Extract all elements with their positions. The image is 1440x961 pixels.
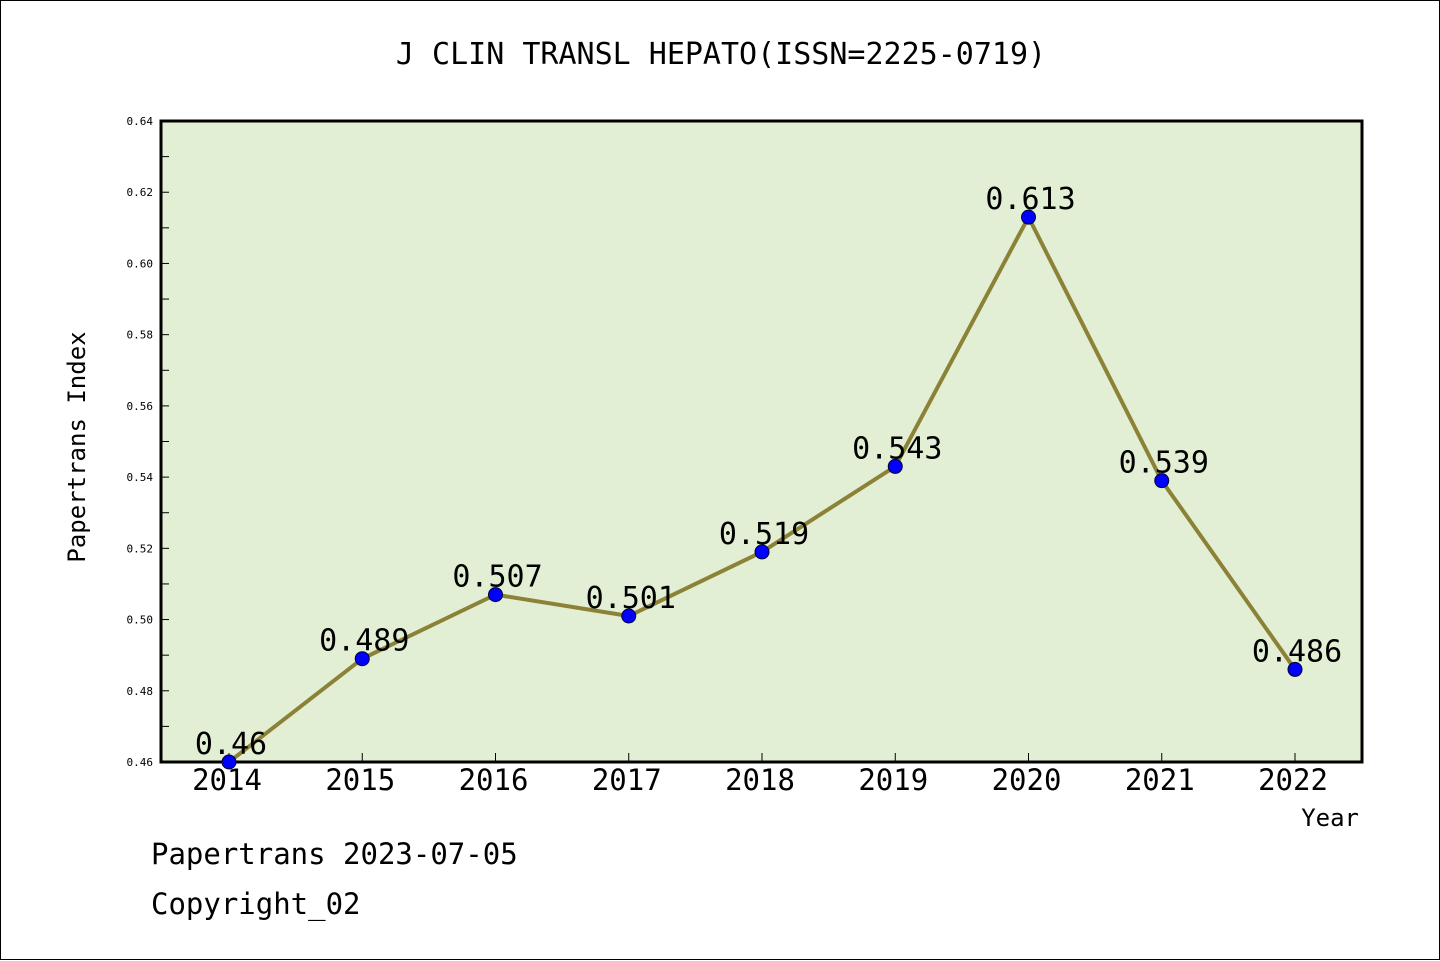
x-tick-label: 2021 [1125, 763, 1195, 797]
y-tick-label: 0.48 [127, 685, 154, 698]
x-tick-label: 2015 [325, 763, 395, 797]
y-tick-label: 0.64 [127, 115, 154, 128]
y-axis-label: Papertrans Index [63, 331, 91, 562]
x-tick-label: 2018 [725, 763, 795, 797]
x-tick-label: 2016 [459, 763, 529, 797]
plot-area [159, 119, 1364, 764]
data-label: 0.486 [1252, 634, 1342, 669]
data-point-marker [887, 458, 903, 474]
data-point-marker [621, 608, 637, 624]
y-tick-label: 0.62 [127, 186, 154, 199]
y-tick-label: 0.60 [127, 257, 154, 270]
data-label: 0.519 [719, 517, 809, 552]
data-label: 0.539 [1119, 446, 1209, 481]
data-label: 0.489 [319, 624, 409, 659]
footer-copyright: Copyright_02 [151, 887, 361, 921]
chart-title: J CLIN TRANSL HEPATO(ISSN=2225-0719) [395, 37, 1047, 72]
data-label: 0.543 [852, 431, 942, 466]
y-tick-label: 0.56 [127, 400, 154, 413]
data-label: 0.613 [985, 182, 1075, 217]
data-point-marker [1287, 661, 1303, 677]
x-tick-label: 2017 [592, 763, 662, 797]
data-label: 0.501 [586, 581, 676, 616]
y-axis: 0.46 0.48 0.50 0.52 0.54 0.56 0.58 0.60 0.62 0.64 [127, 115, 169, 769]
footer-date: Papertrans 2023-07-05 [151, 837, 518, 871]
data-point-marker [1154, 473, 1170, 489]
y-tick-label: 0.50 [127, 614, 154, 627]
data-point-marker [354, 651, 370, 667]
x-axis-label: Year [1301, 804, 1359, 832]
y-tick-label: 0.46 [127, 756, 154, 769]
y-tick-label: 0.58 [127, 329, 154, 342]
data-point-marker [221, 754, 237, 770]
data-label: 0.46 [195, 727, 267, 762]
y-tick-label: 0.54 [127, 471, 154, 484]
x-tick-label: 2020 [992, 763, 1062, 797]
data-point-marker [754, 544, 770, 560]
y-tick-label: 0.52 [127, 542, 154, 555]
data-labels: 0.46 0.489 0.507 0.501 0.519 0.543 0.613 0.539 0… [195, 182, 1342, 762]
data-series [221, 209, 1303, 770]
data-point-marker [488, 587, 503, 603]
x-tick-label: 2022 [1258, 763, 1328, 797]
x-tick-label: 2019 [858, 763, 928, 797]
data-label: 0.507 [452, 560, 542, 595]
data-point-marker [1021, 209, 1036, 225]
